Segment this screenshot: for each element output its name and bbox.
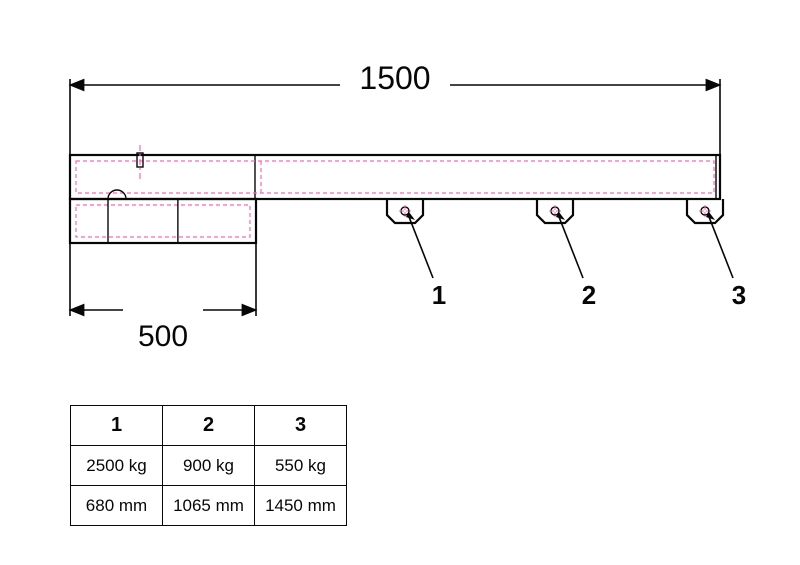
table-cell: 550 kg: [255, 446, 347, 486]
table-cell: 1065 mm: [163, 486, 255, 526]
table-header-cell: 2: [163, 406, 255, 446]
spec-table: 123 2500 kg900 kg550 kg 680 mm1065 mm1450 …: [70, 405, 347, 526]
table-cell: 1450 mm: [255, 486, 347, 526]
table-header-cell: 1: [71, 406, 163, 446]
dim-sleeve-label: 500: [138, 320, 188, 354]
table-cell: 2500 kg: [71, 446, 163, 486]
callout-2-label: 2: [582, 280, 596, 311]
dim-overall-label: 1500: [359, 60, 430, 97]
table-cell: 680 mm: [71, 486, 163, 526]
callout-3-label: 3: [732, 280, 746, 311]
table-cell: 900 kg: [163, 446, 255, 486]
callout-1-label: 1: [432, 280, 446, 311]
table-header-cell: 3: [255, 406, 347, 446]
